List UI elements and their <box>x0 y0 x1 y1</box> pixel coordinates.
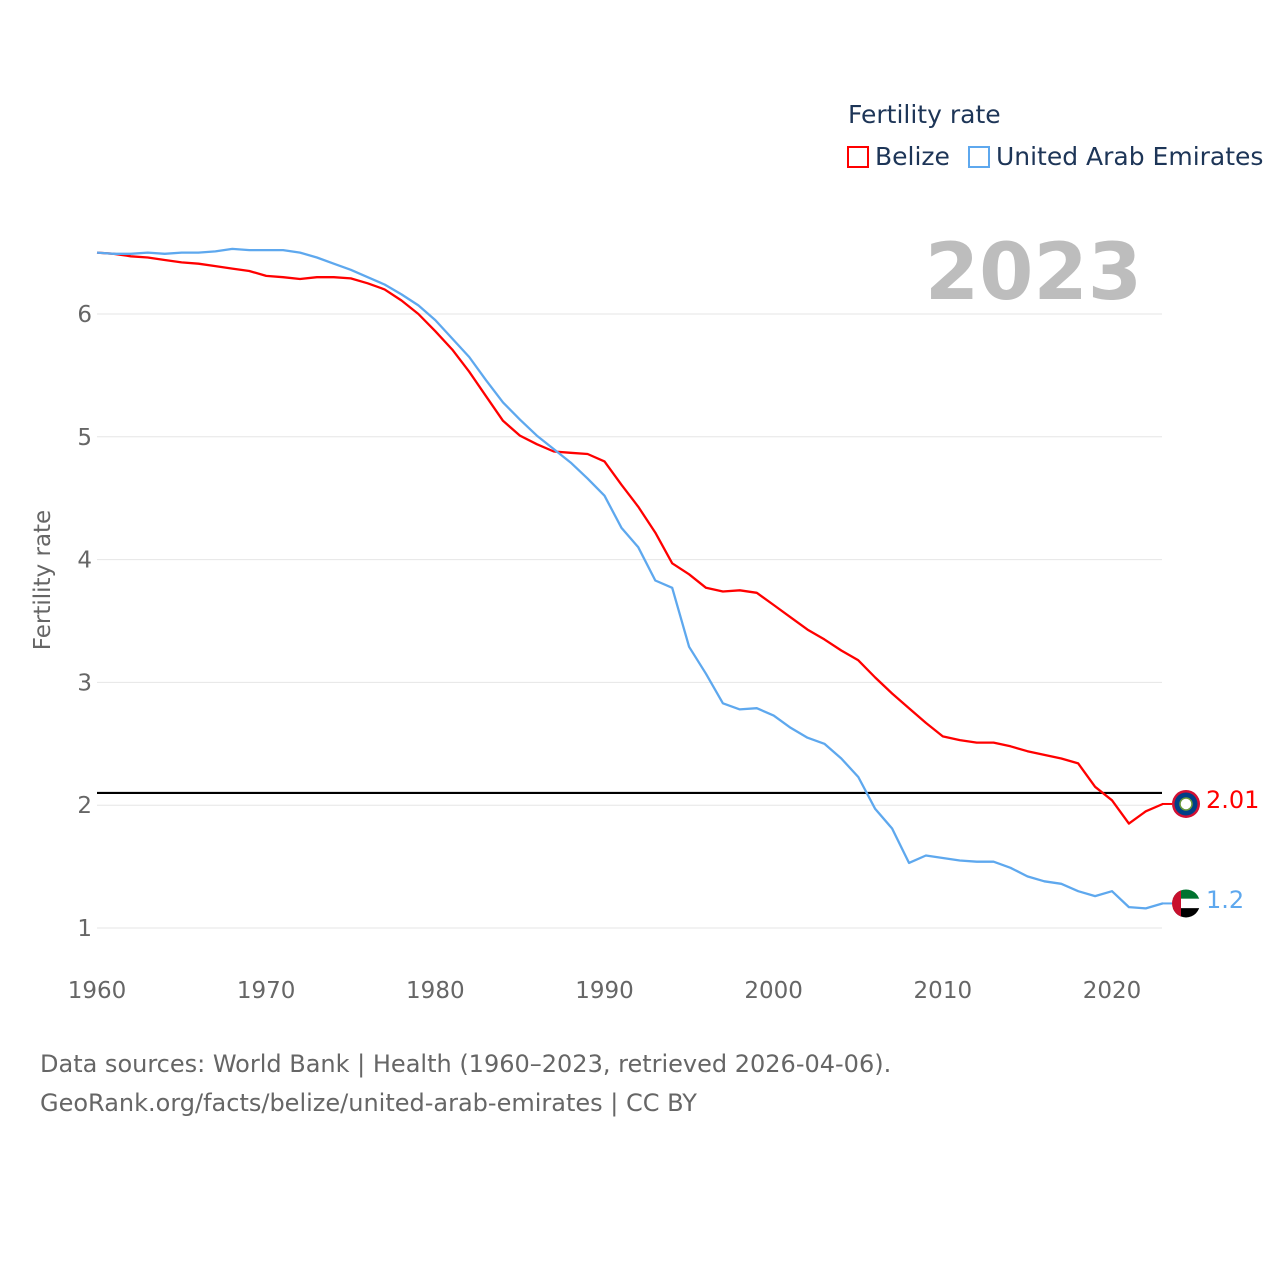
x-tick-label: 1980 <box>406 978 465 1004</box>
x-tick-label: 2000 <box>744 978 803 1004</box>
source-line-2[interactable]: GeoRank.org/facts/belize/united-arab-emi… <box>40 1089 697 1117</box>
x-tick-label: 1990 <box>575 978 634 1004</box>
legend-swatch-belize <box>847 145 869 168</box>
y-tick-label: 6 <box>77 302 92 328</box>
y-axis-label: Fertility rate <box>30 509 56 651</box>
legend-label: United Arab Emirates <box>995 142 1264 171</box>
series-line-belize <box>96 251 1164 825</box>
x-tick-label: 1970 <box>237 978 296 1004</box>
y-tick-label: 3 <box>77 670 92 696</box>
uae-flag-icon <box>1172 889 1200 918</box>
x-tick-label: 1960 <box>68 978 127 1004</box>
y-tick-label: 2 <box>77 793 92 819</box>
legend-item-belize[interactable]: Belize <box>847 142 950 171</box>
source-line-1: Data sources: World Bank | Health (1960–… <box>40 1050 892 1078</box>
legend-item-uae[interactable]: United Arab Emirates <box>967 142 1264 171</box>
end-label-belize: 2.01 <box>1206 786 1260 814</box>
end-label-uae: 1.2 <box>1206 886 1245 914</box>
y-tick-label: 1 <box>77 916 92 942</box>
legend-title: Fertility rate <box>848 100 1001 129</box>
legend-label: Belize <box>875 142 950 171</box>
y-tick-label: 4 <box>77 548 92 574</box>
belize-flag-emblem <box>1179 797 1193 811</box>
legend-swatch-uae <box>967 145 990 168</box>
year-display: 2023 <box>924 228 1142 318</box>
x-tick-label: 2010 <box>914 978 973 1004</box>
source-note: Data sources: World Bank | Health (1960–… <box>40 1045 891 1123</box>
y-tick-label: 5 <box>77 425 92 451</box>
legend: Belize United Arab Emirates <box>847 142 1263 171</box>
x-tick-label: 2020 <box>1083 978 1142 1004</box>
series-line-uae <box>96 247 1164 910</box>
